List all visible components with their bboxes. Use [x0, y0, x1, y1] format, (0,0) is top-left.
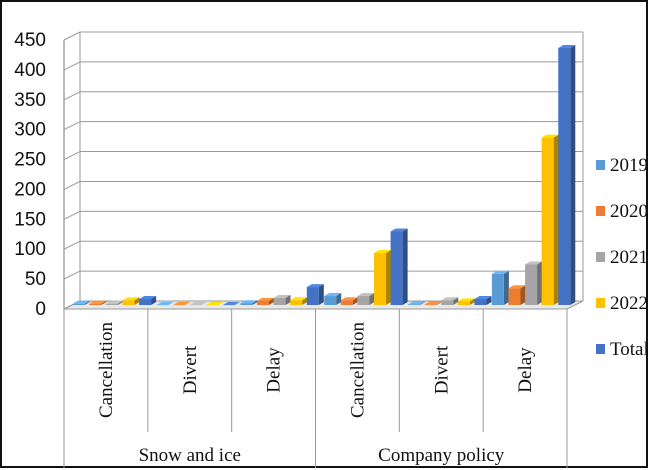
bar-2020-5	[508, 288, 520, 305]
legend-label: Total	[610, 339, 648, 360]
category-label: Delay	[264, 347, 285, 393]
y-tick-label: 400	[14, 60, 46, 81]
legend-label: 2019	[610, 155, 648, 176]
bar-side	[554, 135, 559, 305]
category-label: Cancellation	[347, 321, 368, 418]
bar-2022-3	[374, 253, 386, 305]
bar-2019-3	[324, 296, 336, 305]
bar-2020-3	[341, 300, 353, 305]
bar-2022-5	[542, 138, 554, 305]
bar-side	[537, 261, 542, 305]
legend-swatch	[596, 344, 605, 354]
legend-label: 2020	[610, 201, 648, 222]
bar-2022-2	[290, 300, 302, 305]
bar-total-4	[474, 299, 486, 305]
gridline-side	[64, 62, 80, 70]
bar-total-0	[139, 299, 151, 305]
bar-2022-0	[123, 300, 135, 305]
bar-side	[319, 284, 324, 305]
bar-total-5	[558, 48, 570, 305]
legend-swatch	[596, 298, 605, 308]
legend-label: 2021	[610, 247, 648, 268]
category-label: Divert	[431, 345, 452, 394]
group-label: Snow and ice	[139, 445, 241, 466]
bar-side	[570, 45, 575, 305]
y-tick-label: 100	[14, 239, 46, 260]
y-tick-label: 0	[35, 299, 46, 320]
category-label: Cancellation	[96, 321, 117, 418]
gridline-side	[64, 211, 80, 219]
gridline-side	[64, 122, 80, 130]
bar-2020-4	[425, 304, 437, 305]
bar-2019-4	[408, 304, 420, 305]
gridline-side	[64, 92, 80, 100]
bar-2021-5	[525, 264, 537, 305]
legend-swatch	[596, 160, 605, 170]
bar-2021-3	[357, 296, 369, 305]
bar-2019-2	[240, 303, 252, 305]
y-tick-label: 200	[14, 179, 46, 200]
bar-side	[520, 285, 525, 305]
y-tick-label: 150	[14, 209, 46, 230]
bar-side	[403, 228, 408, 305]
gridline-side	[64, 32, 80, 40]
bar-total-2	[307, 287, 319, 305]
gridline-side	[64, 152, 80, 160]
y-tick-label: 350	[14, 90, 46, 111]
bar-2021-0	[106, 304, 118, 305]
bar-2021-4	[441, 300, 453, 305]
category-label: Delay	[515, 347, 536, 393]
y-tick-label: 300	[14, 120, 46, 141]
bar-2019-5	[492, 274, 504, 305]
bar-2022-4	[458, 301, 470, 305]
gridline-side	[64, 241, 80, 249]
legend-swatch	[596, 252, 605, 262]
legend-swatch	[596, 206, 605, 216]
group-label: Company policy	[378, 445, 505, 466]
bar-2021-2	[274, 298, 286, 305]
bar-side	[386, 250, 391, 305]
category-label: Divert	[180, 345, 201, 394]
bar-2019-0	[73, 304, 85, 305]
gridline-side	[64, 181, 80, 189]
bar-2020-0	[89, 304, 101, 305]
y-tick-label: 250	[14, 150, 46, 171]
bar-total-3	[391, 231, 403, 305]
bar-side	[504, 271, 509, 305]
y-tick-label: 450	[14, 30, 46, 51]
gridline-side	[64, 271, 80, 279]
y-tick-label: 50	[25, 269, 46, 290]
bar-2020-2	[257, 301, 269, 305]
legend-label: 2022	[610, 293, 648, 314]
